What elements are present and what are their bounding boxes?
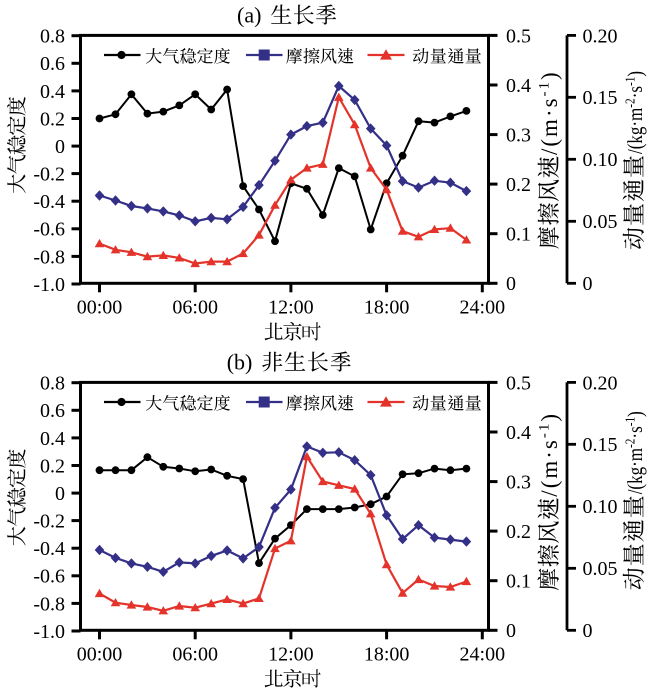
svg-text:0.4: 0.4	[506, 422, 531, 444]
svg-text:00:00: 00:00	[77, 644, 123, 666]
svg-text:0.5: 0.5	[506, 372, 531, 394]
svg-text:0.6: 0.6	[40, 400, 65, 422]
svg-text:24:00: 24:00	[460, 644, 506, 666]
svg-text:0: 0	[506, 620, 516, 642]
svg-text:06:00: 06:00	[172, 297, 218, 319]
svg-text:-0.2: -0.2	[33, 511, 65, 533]
svg-text:0.6: 0.6	[40, 53, 65, 75]
svg-text:0.15: 0.15	[583, 434, 618, 456]
svg-text:(a): (a)	[237, 2, 261, 27]
svg-text:0.1: 0.1	[506, 571, 531, 593]
svg-text:-0.6: -0.6	[33, 219, 65, 241]
svg-text:0: 0	[55, 136, 65, 158]
svg-text:12:00: 12:00	[268, 644, 314, 666]
svg-text:-0.4: -0.4	[33, 538, 65, 560]
svg-text:(b): (b)	[227, 349, 253, 374]
svg-text:0.05: 0.05	[583, 558, 618, 580]
svg-text:0.2: 0.2	[506, 521, 531, 543]
svg-text:0: 0	[506, 273, 516, 295]
svg-text:0.2: 0.2	[40, 455, 65, 477]
svg-text:/(kg·m-2·s-1): /(kg·m-2·s-1)	[622, 411, 647, 494]
svg-text:0.2: 0.2	[506, 174, 531, 196]
svg-text:0.20: 0.20	[583, 25, 618, 47]
svg-text:0: 0	[583, 273, 593, 295]
svg-text:0.15: 0.15	[583, 87, 618, 109]
svg-text:0.1: 0.1	[506, 224, 531, 246]
svg-text:-0.8: -0.8	[33, 593, 65, 615]
svg-text:-0.2: -0.2	[33, 164, 65, 186]
svg-text:0: 0	[55, 483, 65, 505]
svg-text:0: 0	[583, 620, 593, 642]
svg-text:0.2: 0.2	[40, 108, 65, 130]
svg-text:0.8: 0.8	[40, 373, 65, 395]
svg-text:0.5: 0.5	[506, 25, 531, 47]
svg-text:-1.0: -1.0	[33, 621, 65, 643]
svg-text:-1.0: -1.0	[33, 274, 65, 296]
svg-text:-0.4: -0.4	[33, 191, 65, 213]
svg-text:12:00: 12:00	[268, 297, 314, 319]
svg-text:0.05: 0.05	[583, 211, 618, 233]
svg-text:0.4: 0.4	[40, 428, 65, 450]
svg-text:0.8: 0.8	[40, 26, 65, 48]
svg-text:06:00: 06:00	[172, 644, 218, 666]
svg-text:24:00: 24:00	[460, 297, 506, 319]
svg-text:-0.8: -0.8	[33, 246, 65, 268]
svg-text:0.4: 0.4	[506, 75, 531, 97]
svg-text:0.10: 0.10	[583, 496, 618, 518]
svg-text:0.10: 0.10	[583, 149, 618, 171]
svg-text:0.3: 0.3	[506, 125, 531, 147]
svg-text:-0.6: -0.6	[33, 566, 65, 588]
svg-text:0.3: 0.3	[506, 472, 531, 494]
svg-text:0.4: 0.4	[40, 81, 65, 103]
svg-text:18:00: 18:00	[364, 644, 410, 666]
svg-text:00:00: 00:00	[77, 297, 123, 319]
svg-text:18:00: 18:00	[364, 297, 410, 319]
svg-text:0.20: 0.20	[583, 372, 618, 394]
